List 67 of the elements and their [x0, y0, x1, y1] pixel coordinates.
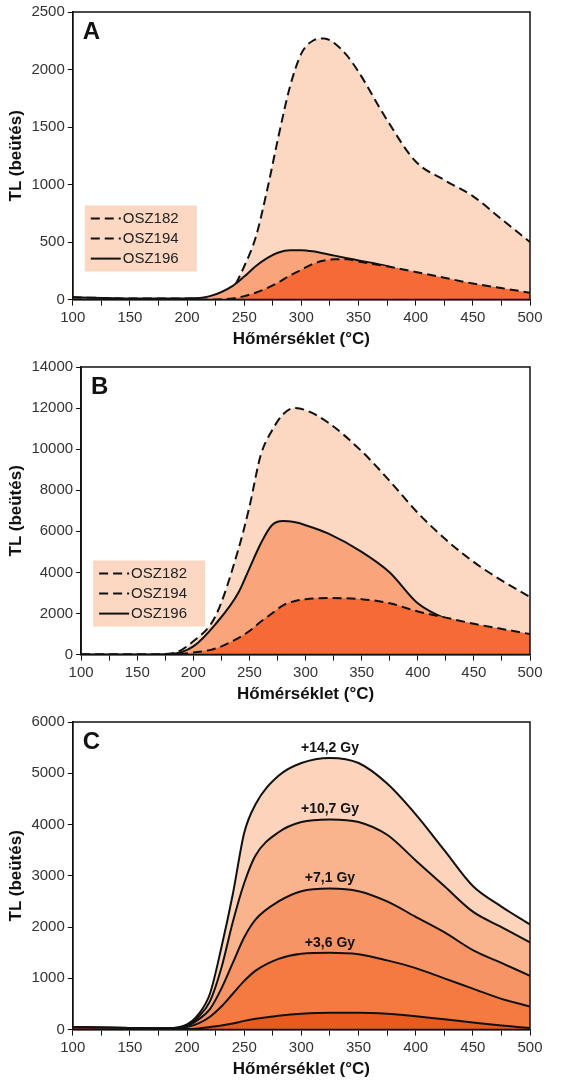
x-tick-label: 350 [349, 662, 375, 680]
y-tick-label: 2500 [31, 2, 65, 20]
x-tick-label: 400 [405, 662, 431, 680]
x-axis-title: Hőmérséklet (°C) [232, 329, 370, 349]
chart-title: B [91, 371, 109, 399]
legend-label: OSZ182 [131, 563, 187, 581]
x-tick-label: 150 [117, 1037, 143, 1055]
y-tick-label: 500 [39, 232, 65, 250]
x-tick-label: 400 [403, 307, 429, 325]
legend-label: OSZ196 [122, 248, 179, 266]
x-tick-label: 100 [60, 307, 86, 325]
y-axis-title: TL (beütés) [5, 830, 25, 922]
y-tick-label: 6000 [39, 521, 74, 539]
x-tick-label: 500 [517, 662, 543, 680]
y-tick-label: 0 [64, 644, 74, 662]
series-label: +7,1 Gy [304, 869, 356, 886]
x-tick-label: 250 [231, 1037, 257, 1055]
y-tick-label: 6000 [31, 712, 65, 730]
x-tick-label: 350 [346, 1037, 372, 1055]
x-tick-label: 250 [231, 307, 257, 325]
y-tick-label: 5000 [31, 763, 65, 781]
series-label: +10,7 Gy [300, 800, 360, 817]
x-tick-label: 100 [60, 1037, 86, 1055]
x-tick-label: 150 [124, 662, 150, 680]
x-tick-label: 300 [288, 1037, 314, 1055]
y-tick-label: 1000 [31, 968, 65, 986]
y-tick-label: 2000 [31, 59, 65, 77]
x-tick-label: 300 [288, 307, 314, 325]
x-tick-label: 200 [174, 1037, 200, 1055]
series-label: +14,2 Gy [300, 738, 360, 755]
legend-label: OSZ194 [122, 228, 179, 246]
x-tick-label: 200 [174, 307, 200, 325]
chart-title: A [82, 16, 101, 44]
x-tick-label: 350 [346, 307, 372, 325]
y-tick-label: 2000 [39, 603, 74, 621]
y-tick-label: 1000 [31, 174, 65, 192]
y-axis-title: TL (beütés) [5, 465, 25, 557]
y-tick-label: 0 [56, 289, 65, 307]
x-tick-label: 100 [68, 662, 94, 680]
y-tick-label: 14000 [31, 357, 74, 375]
x-tick-label: 450 [460, 1037, 486, 1055]
y-tick-label: 0 [56, 1019, 65, 1037]
x-tick-label: 250 [236, 662, 262, 680]
x-tick-label: 200 [180, 662, 206, 680]
legend-label: OSZ196 [131, 603, 187, 621]
y-tick-label: 12000 [31, 398, 74, 416]
x-axis-title: Hőmérséklet (°C) [232, 1059, 370, 1079]
y-tick-label: 4000 [31, 814, 65, 832]
x-tick-label: 400 [403, 1037, 429, 1055]
chart-title: C [82, 726, 101, 754]
series-label: +3,6 Gy [304, 933, 356, 950]
y-tick-label: 10000 [31, 439, 74, 457]
legend-label: OSZ194 [131, 583, 187, 601]
y-tick-label: 1500 [31, 117, 65, 135]
y-axis-title: TL (beütés) [5, 110, 25, 202]
y-tick-label: 3000 [31, 865, 65, 883]
x-tick-label: 150 [117, 307, 143, 325]
legend-label: OSZ182 [122, 208, 179, 226]
y-tick-label: 4000 [39, 562, 74, 580]
x-tick-label: 500 [517, 307, 543, 325]
y-tick-label: 8000 [39, 480, 74, 498]
x-tick-label: 300 [293, 662, 319, 680]
x-tick-label: 500 [517, 1037, 543, 1055]
x-tick-label: 450 [461, 662, 487, 680]
x-tick-label: 450 [460, 307, 486, 325]
y-tick-label: 2000 [31, 917, 65, 935]
x-axis-title: Hőmérséklet (°C) [236, 684, 375, 704]
